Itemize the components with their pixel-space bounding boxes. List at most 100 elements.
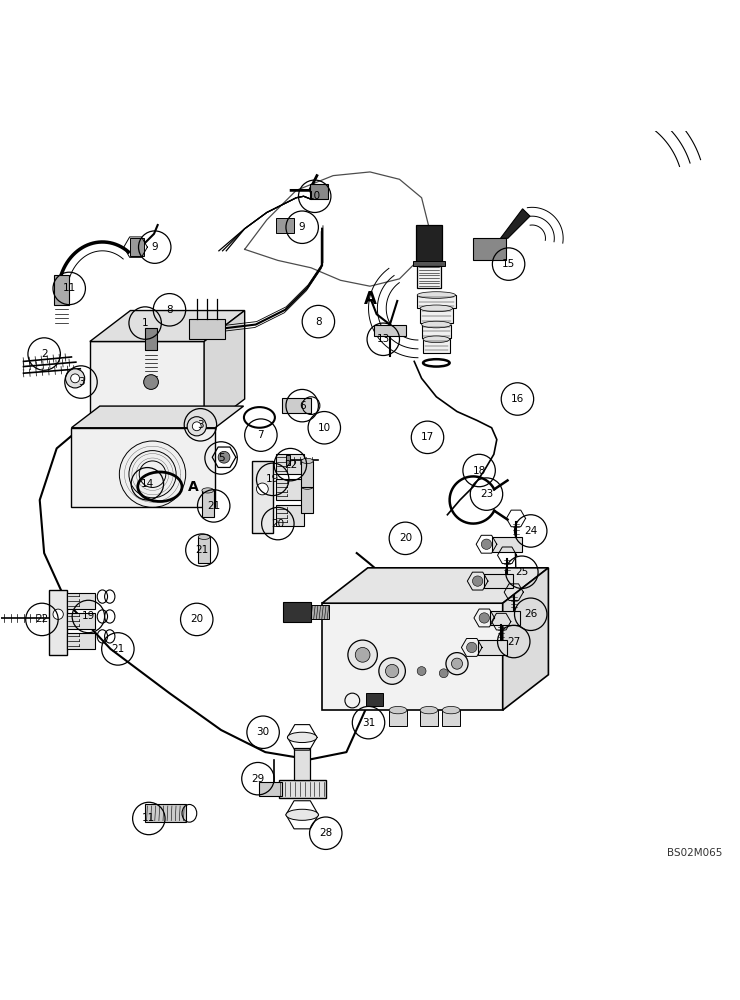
Circle shape <box>66 369 84 388</box>
Polygon shape <box>145 804 186 822</box>
Ellipse shape <box>198 534 210 539</box>
Polygon shape <box>322 568 548 603</box>
Text: 8: 8 <box>166 305 172 315</box>
Text: 22: 22 <box>36 614 49 624</box>
Circle shape <box>417 667 426 675</box>
Text: 5: 5 <box>218 453 224 463</box>
Polygon shape <box>422 325 451 338</box>
Text: A: A <box>363 290 377 308</box>
Ellipse shape <box>202 488 214 493</box>
Circle shape <box>71 374 79 383</box>
Polygon shape <box>492 537 522 552</box>
Polygon shape <box>90 341 204 430</box>
Ellipse shape <box>443 706 460 714</box>
Polygon shape <box>477 640 507 655</box>
Ellipse shape <box>422 321 451 328</box>
Circle shape <box>187 417 206 436</box>
Polygon shape <box>311 605 329 619</box>
Circle shape <box>451 658 462 669</box>
Polygon shape <box>275 479 303 500</box>
Polygon shape <box>260 782 281 796</box>
Polygon shape <box>67 593 95 609</box>
Polygon shape <box>90 311 245 341</box>
Ellipse shape <box>420 305 453 312</box>
Text: 10: 10 <box>308 191 321 201</box>
Ellipse shape <box>423 336 450 343</box>
Polygon shape <box>483 574 513 588</box>
Text: 16: 16 <box>511 394 524 404</box>
Circle shape <box>144 375 158 389</box>
Circle shape <box>472 576 482 586</box>
Text: 18: 18 <box>472 466 485 476</box>
Polygon shape <box>145 328 157 350</box>
Text: 30: 30 <box>257 727 269 737</box>
Polygon shape <box>502 568 548 710</box>
Polygon shape <box>500 209 530 238</box>
Text: 22: 22 <box>283 460 297 470</box>
Polygon shape <box>204 311 245 430</box>
Text: 7: 7 <box>258 430 264 440</box>
Polygon shape <box>67 633 95 649</box>
Polygon shape <box>374 325 406 336</box>
Polygon shape <box>72 428 215 507</box>
Text: 19: 19 <box>81 611 95 621</box>
Ellipse shape <box>287 732 317 743</box>
Circle shape <box>446 653 468 675</box>
Ellipse shape <box>301 458 313 464</box>
Text: BS02M065: BS02M065 <box>667 848 722 858</box>
Polygon shape <box>252 461 272 533</box>
Ellipse shape <box>389 706 407 714</box>
Text: 21: 21 <box>195 545 209 555</box>
Text: 8: 8 <box>315 317 322 327</box>
Polygon shape <box>473 238 506 260</box>
Text: 27: 27 <box>507 637 520 647</box>
Polygon shape <box>417 266 441 288</box>
Polygon shape <box>286 455 289 465</box>
Polygon shape <box>416 225 443 262</box>
Circle shape <box>53 609 64 619</box>
Polygon shape <box>202 490 214 517</box>
Polygon shape <box>413 261 445 266</box>
Polygon shape <box>275 218 294 233</box>
Text: 21: 21 <box>207 501 221 511</box>
Circle shape <box>386 664 399 678</box>
Text: 10: 10 <box>317 423 331 433</box>
Text: 13: 13 <box>377 334 390 344</box>
Circle shape <box>218 451 230 463</box>
Polygon shape <box>130 238 144 256</box>
Circle shape <box>192 422 201 431</box>
Polygon shape <box>50 590 67 655</box>
Circle shape <box>481 539 491 549</box>
Text: 1: 1 <box>142 318 149 328</box>
Circle shape <box>355 647 370 662</box>
Polygon shape <box>275 454 303 474</box>
Polygon shape <box>417 295 456 308</box>
Polygon shape <box>198 537 210 563</box>
Text: 26: 26 <box>524 609 537 619</box>
Polygon shape <box>189 319 225 339</box>
Polygon shape <box>420 710 438 726</box>
Circle shape <box>257 483 269 495</box>
Circle shape <box>440 669 448 678</box>
Polygon shape <box>366 693 383 706</box>
Text: 20: 20 <box>190 614 204 624</box>
Text: 3: 3 <box>197 420 204 430</box>
Text: 28: 28 <box>319 828 332 838</box>
Text: 19: 19 <box>266 474 279 484</box>
Ellipse shape <box>286 809 318 820</box>
Ellipse shape <box>420 706 438 714</box>
Circle shape <box>467 642 477 653</box>
Ellipse shape <box>301 484 313 489</box>
Text: 9: 9 <box>152 242 158 252</box>
Text: 2: 2 <box>41 349 47 359</box>
Ellipse shape <box>417 292 456 298</box>
Text: 20: 20 <box>399 533 412 543</box>
Text: A: A <box>188 480 198 494</box>
Polygon shape <box>281 398 311 413</box>
Text: 11: 11 <box>63 283 75 293</box>
Text: 25: 25 <box>515 567 528 577</box>
Polygon shape <box>55 275 70 305</box>
Text: 29: 29 <box>252 774 265 784</box>
Polygon shape <box>490 611 519 625</box>
Text: 20: 20 <box>272 519 284 529</box>
